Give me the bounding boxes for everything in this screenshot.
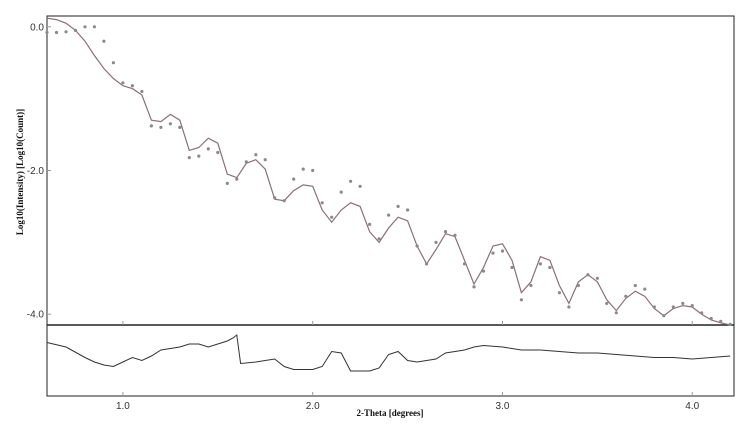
measured-point — [709, 316, 713, 321]
measured-point — [472, 285, 476, 289]
measured-point — [263, 158, 267, 162]
measured-point — [500, 249, 505, 253]
measured-point — [159, 125, 163, 129]
measured-point — [690, 304, 694, 308]
measured-point — [121, 81, 125, 85]
measured-point — [548, 265, 552, 270]
measured-point — [282, 199, 286, 203]
measured-point — [377, 237, 381, 241]
x-axis-label: 2-Theta [degrees] — [356, 408, 423, 418]
measured-point — [330, 215, 334, 219]
measured-point — [292, 177, 296, 181]
plot-frame — [46, 15, 735, 397]
residual-panel-series — [46, 334, 731, 372]
measured-point — [301, 167, 305, 171]
measured-point — [54, 30, 59, 35]
measured-point — [406, 208, 410, 212]
measured-point — [130, 84, 134, 88]
measured-point — [576, 283, 581, 288]
measured-point — [662, 314, 666, 318]
measured-point — [624, 294, 628, 298]
measured-point — [111, 61, 115, 65]
measured-point — [633, 283, 637, 288]
measured-point — [254, 153, 258, 157]
x-tick-label: 1.0 — [116, 401, 130, 412]
measured-point — [652, 305, 656, 309]
measured-point — [719, 319, 723, 323]
measured-point — [671, 305, 675, 309]
measured-point — [102, 39, 106, 43]
measured-point — [491, 251, 495, 255]
measured-point — [149, 124, 153, 128]
y-tick-label: -4.0 — [27, 310, 45, 321]
x-tick-label: 3.0 — [496, 401, 510, 412]
measured-point — [92, 25, 96, 29]
measured-point — [339, 190, 343, 194]
measured-point — [434, 240, 438, 244]
measured-point — [595, 276, 600, 280]
measured-point — [225, 181, 229, 185]
measured-point — [349, 179, 353, 183]
measured-point — [216, 150, 220, 155]
x-tick-label: 4.0 — [685, 401, 699, 412]
axis-ticks: 1.0 2.0 3.0 4.0 0.0 -2.0 -4.0 — [27, 22, 700, 412]
y-axis-label: Log10(Intensity) [Log10(Count)] — [15, 109, 25, 235]
measured-point — [64, 30, 68, 34]
measured-point — [605, 301, 609, 305]
measured-point — [396, 204, 400, 208]
measured-point — [728, 322, 732, 326]
measured-point — [244, 160, 248, 164]
measured-point — [320, 201, 324, 205]
fit-line — [46, 17, 731, 326]
measured-point — [387, 213, 391, 217]
measured-point — [73, 28, 78, 32]
measured-point — [519, 298, 524, 302]
measured-point — [273, 196, 277, 200]
measured-point — [140, 89, 144, 94]
y-tick-label: -2.0 — [27, 166, 45, 177]
measured-point — [481, 269, 486, 273]
x-tick-label: 2.0 — [306, 401, 320, 412]
measured-point — [187, 156, 191, 160]
measured-point — [235, 177, 239, 181]
measured-point — [45, 30, 49, 35]
y-tick-label: 0.0 — [30, 22, 44, 33]
measured-point — [681, 301, 685, 305]
measured-point — [643, 287, 647, 291]
measured-point — [443, 230, 448, 234]
measured-point — [83, 25, 87, 29]
measured-point — [358, 184, 362, 188]
measured-point — [567, 305, 571, 309]
residual-line — [46, 334, 731, 372]
measured-point — [462, 262, 467, 266]
measured-point — [168, 122, 172, 126]
measured-point — [178, 125, 182, 129]
measured-point — [529, 283, 533, 288]
measured-point — [538, 262, 543, 266]
measured-point — [453, 233, 457, 237]
main-panel-series — [45, 17, 732, 326]
measured-point — [311, 168, 315, 173]
measured-point — [368, 222, 372, 226]
measured-point — [425, 262, 429, 266]
measured-point — [206, 147, 210, 151]
measured-point — [700, 311, 704, 315]
measured-point — [557, 291, 562, 295]
measured-point — [614, 311, 618, 315]
measured-point — [197, 154, 201, 158]
measured-point — [586, 273, 590, 277]
measured-point — [510, 265, 514, 270]
measured-point — [415, 244, 419, 248]
